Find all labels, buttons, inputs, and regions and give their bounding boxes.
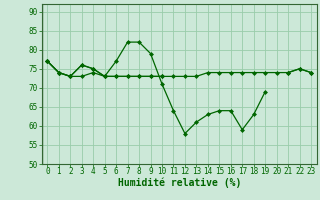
X-axis label: Humidité relative (%): Humidité relative (%) xyxy=(117,178,241,188)
